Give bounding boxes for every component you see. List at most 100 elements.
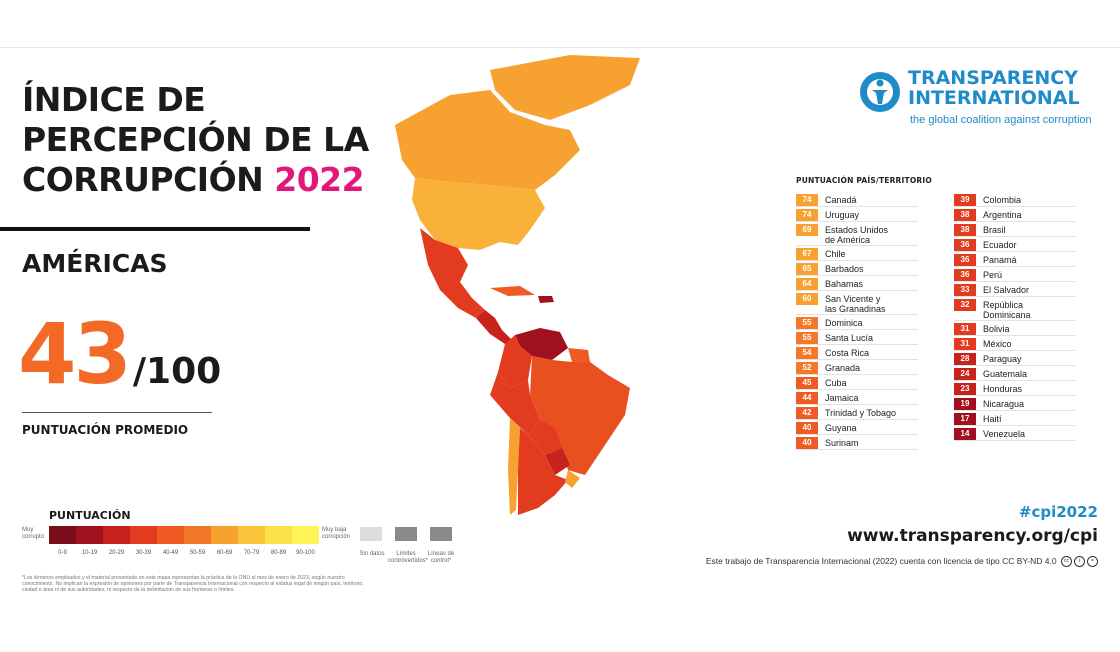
country-name: Barbados (825, 264, 864, 274)
country-score-badge: 44 (796, 392, 818, 404)
country-score-badge: 14 (954, 428, 976, 440)
country-name: Honduras (983, 384, 1023, 394)
country-name: Jamaica (825, 393, 859, 403)
legend-swatch (103, 526, 130, 544)
title-line-3: CORRUPCIÓN 2022 (22, 160, 369, 200)
table-row: 32 República Dominicana (954, 299, 1076, 321)
table-row: 19 Nicaragua (954, 398, 1076, 411)
legend-color-scale (49, 526, 319, 544)
legend-range-label: 60-69 (216, 550, 233, 556)
country-score-badge: 39 (954, 194, 976, 206)
title-line-2: PERCEPCIÓN DE LA (22, 120, 369, 159)
country-score-badge: 32 (954, 299, 976, 311)
table-row: 36 Ecuador (954, 239, 1076, 252)
country-score-badge: 28 (954, 353, 976, 365)
top-divider (0, 47, 1120, 48)
region-heading: AMÉRICAS (22, 249, 168, 278)
score-table-right: 39 Colombia 38 Argentina 38 Brasil 36 Ecuador 36… (954, 194, 1076, 443)
average-score-value: 43 (18, 305, 132, 403)
table-row: 69 Estados Unidos de América (796, 224, 918, 246)
map-brazil (530, 356, 630, 475)
country-score-badge: 54 (796, 347, 818, 359)
country-name: Ecuador (983, 240, 1017, 250)
map-hispaniola (538, 296, 554, 303)
legend-swatch (292, 526, 319, 544)
map-chile (508, 418, 520, 515)
table-row: 23 Honduras (954, 383, 1076, 396)
country-score-badge: 40 (796, 437, 818, 449)
table-row: 40 Guyana (796, 422, 918, 435)
footnote: *Los términos empleados y el material pr… (22, 575, 364, 593)
country-name: Brasil (983, 225, 1006, 235)
map-mexico (420, 228, 485, 318)
cc-icon: cc (1061, 556, 1072, 568)
country-name: Trinidad y Tobago (825, 408, 897, 418)
country-score-badge: 36 (954, 239, 976, 251)
legend-swatch (211, 526, 238, 544)
disputed-boundary-swatch (395, 527, 417, 541)
country-name: Santa Lucía (825, 333, 874, 343)
title-line-1: ÍNDICE DE (22, 80, 206, 119)
legend-range-label: 50-59 (189, 550, 206, 556)
table-row: 44 Jamaica (796, 392, 918, 405)
country-score-badge: 23 (954, 383, 976, 395)
country-score-badge: 52 (796, 362, 818, 374)
legend-ticks: 0-9 10-19 20-29 30-39 40-49 50-59 60-69 70-79 80… (49, 550, 319, 556)
table-row: 60 San Vicente y las Granadinas (796, 293, 918, 315)
legend-swatch (49, 526, 76, 544)
license-line: Este trabajo de Transparencia Internacio… (706, 556, 1098, 568)
country-name: Costa Rica (825, 348, 870, 358)
map-peru (490, 372, 540, 435)
legend-low-label: Muy corrupto (22, 527, 45, 540)
table-header: PUNTUACIÓN PAÍS/TERRITORIO (796, 176, 932, 185)
table-row: 39 Colombia (954, 194, 1076, 207)
score-rule (22, 412, 212, 413)
legend-range-label: 70-79 (243, 550, 260, 556)
average-score: 43/100 (18, 305, 221, 403)
legend-high-label: Muy baja corrupción (322, 527, 351, 540)
country-score-badge: 60 (796, 293, 818, 305)
control-lines-label: Líneas de control* (427, 551, 455, 564)
country-score-badge: 17 (954, 413, 976, 425)
country-score-badge: 19 (954, 398, 976, 410)
country-name: Venezuela (983, 429, 1026, 439)
country-name: El Salvador (983, 285, 1030, 295)
table-row: 28 Paraguay (954, 353, 1076, 366)
nd-icon: = (1087, 556, 1098, 568)
legend-range-label: 20-29 (108, 550, 125, 556)
country-name: Granada (825, 363, 861, 373)
legend-swatch (238, 526, 265, 544)
map-usa (412, 178, 545, 250)
table-row: 65 Barbados (796, 263, 918, 276)
country-score-badge: 33 (954, 284, 976, 296)
country-score-badge: 55 (796, 317, 818, 329)
table-row: 74 Uruguay (796, 209, 918, 222)
country-name: Surinam (825, 438, 859, 448)
country-name: Colombia (983, 195, 1022, 205)
table-row: 38 Brasil (954, 224, 1076, 237)
title-year: 2022 (274, 160, 365, 199)
table-row: 40 Surinam (796, 437, 918, 450)
country-name: Chile (825, 249, 846, 259)
country-score-badge: 42 (796, 407, 818, 419)
table-row: 31 Bolivia (954, 323, 1076, 336)
country-name: Uruguay (825, 210, 860, 220)
country-score-badge: 74 (796, 209, 818, 221)
map-paraguay (545, 448, 570, 475)
table-row: 14 Venezuela (954, 428, 1076, 441)
map-canada (395, 90, 580, 190)
country-score-badge: 36 (954, 269, 976, 281)
country-name: Canadá (825, 195, 857, 205)
country-name: Dominica (825, 318, 863, 328)
average-score-label: PUNTUACIÓN PROMEDIO (22, 423, 189, 437)
table-row: 24 Guatemala (954, 368, 1076, 381)
no-data-swatch (360, 527, 382, 541)
country-name: Estados Unidos de América (825, 225, 889, 245)
table-row: 74 Canadá (796, 194, 918, 207)
table-row: 45 Cuba (796, 377, 918, 390)
table-row: 17 Haití (954, 413, 1076, 426)
legend-range-label: 10-19 (81, 550, 98, 556)
table-row: 38 Argentina (954, 209, 1076, 222)
country-name: Guyana (825, 423, 857, 433)
transparency-international-logo-icon (860, 72, 900, 112)
